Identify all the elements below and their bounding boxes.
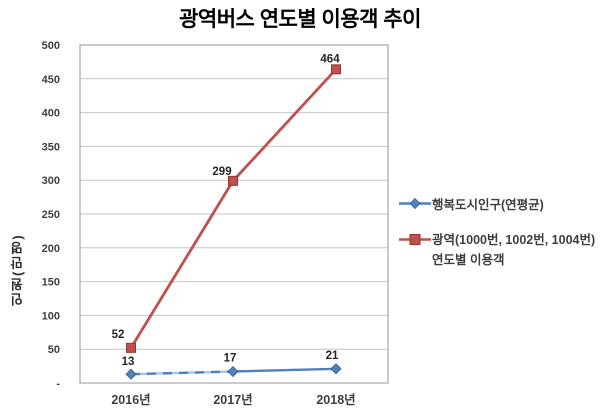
plot-border bbox=[79, 44, 389, 384]
legend-item-bus: 광역(1000번, 1002번, 1004번) 연도별 이용객 bbox=[398, 230, 600, 270]
data-point-marker-bus bbox=[331, 64, 341, 75]
x-tick-label: 2018년 bbox=[316, 393, 355, 407]
x-tick-label: 2016년 bbox=[111, 393, 150, 407]
y-tick-label: 300 bbox=[42, 175, 60, 187]
data-point-marker-bus bbox=[228, 175, 238, 186]
y-tick-label: 100 bbox=[42, 310, 60, 322]
data-point-marker-bus bbox=[126, 342, 136, 353]
legend-label-population: 행복도시인구(연평균) bbox=[432, 198, 544, 212]
y-tick-label: 150 bbox=[42, 277, 60, 289]
line-square-marker-icon bbox=[399, 234, 431, 245]
data-label-population: 21 bbox=[326, 350, 339, 362]
y-tick-label: 50 bbox=[48, 344, 60, 356]
y-tick-label: 500 bbox=[42, 40, 60, 52]
legend-label-bus-line1: 광역(1000번, 1002번, 1004번) bbox=[432, 233, 596, 247]
data-point-marker-population bbox=[125, 368, 137, 380]
data-label-bus: 52 bbox=[112, 329, 125, 341]
y-tick-label: - bbox=[56, 378, 60, 390]
y-tick-label: 450 bbox=[42, 74, 60, 86]
series-line-bus bbox=[129, 68, 338, 349]
x-tick-label: 2017년 bbox=[213, 393, 252, 407]
data-label-bus: 299 bbox=[212, 166, 231, 178]
legend: 행복도시인구(연평균) 광역(1000번, 1002번, 1004번) 연도별 … bbox=[398, 194, 600, 270]
data-point-marker-population bbox=[227, 365, 239, 378]
legend-label-bus: 광역(1000번, 1002번, 1004번) 연도별 이용객 bbox=[432, 230, 595, 270]
data-label-population: 13 bbox=[122, 356, 135, 368]
line-diamond-marker-icon bbox=[399, 197, 431, 210]
series-line-population bbox=[232, 367, 337, 373]
legend-item-population: 행복도시인구(연평균) bbox=[398, 194, 600, 213]
data-label-population: 17 bbox=[224, 353, 237, 365]
chart-title: 광역버스 연도별 이용객 추이 bbox=[179, 8, 421, 31]
y-tick-label: 350 bbox=[42, 141, 60, 153]
series-line-population-dashed bbox=[130, 370, 234, 376]
y-tick-label: 400 bbox=[42, 108, 60, 120]
legend-label-bus-line2: 연도별 이용객 bbox=[432, 253, 505, 267]
data-point-marker-population bbox=[330, 363, 342, 375]
y-tick-label: 200 bbox=[42, 243, 60, 255]
data-label-bus: 464 bbox=[320, 53, 340, 65]
y-tick-label: 250 bbox=[42, 209, 60, 221]
